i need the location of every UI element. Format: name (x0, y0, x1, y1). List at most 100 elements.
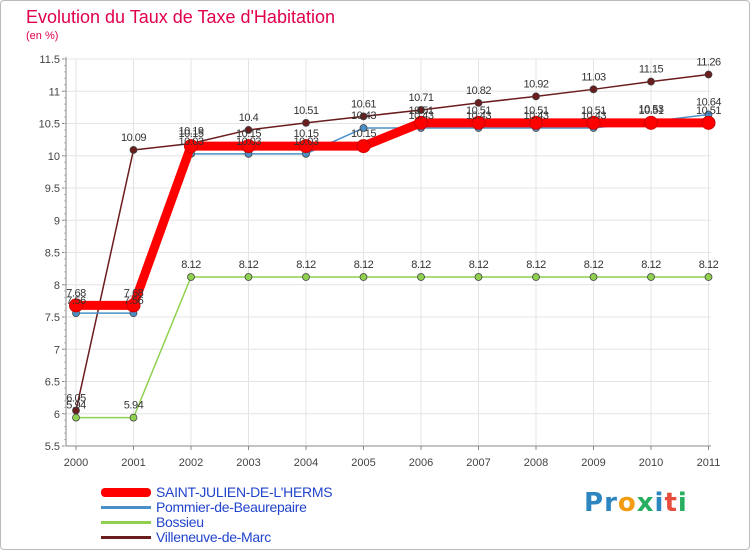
y-tick-label: 6.5 (45, 377, 60, 389)
x-tick-label: 2000 (64, 457, 88, 469)
x-tick-label: 2007 (466, 457, 490, 469)
data-label-villeneuve-de-marc: 11.03 (581, 71, 606, 83)
legend-label-saint-julien: SAINT-JULIEN-DE-L'HERMS (156, 484, 333, 500)
y-tick-label: 9.5 (45, 183, 60, 195)
point-bossieu (704, 273, 713, 281)
data-label-pommier-de-beaurepaire: 10.03 (236, 136, 261, 148)
point-villeneuve-de-marc (244, 126, 253, 134)
data-label-villeneuve-de-marc: 10.71 (408, 92, 433, 104)
data-label-saint-julien-de-l-herms: 10.51 (638, 105, 663, 117)
y-tick-label: 9 (54, 215, 60, 227)
point-bossieu (302, 273, 310, 281)
x-tick-label: 2004 (294, 457, 318, 469)
grid-layer (66, 58, 711, 447)
data-label-villeneuve-de-marc: 10.4 (239, 112, 259, 124)
data-label-pommier-de-beaurepaire: 10.43 (466, 110, 491, 122)
legend-swatch-pommier (101, 506, 151, 509)
proxiti-logo: Proxiti (584, 488, 688, 518)
logo-letter: i (654, 488, 665, 518)
point-saint-julien-de-l-herms (356, 139, 371, 154)
x-tick-label: 2010 (639, 457, 663, 469)
data-label-villeneuve-de-marc: 6.05 (66, 393, 86, 405)
data-label-bossieu: 5.94 (66, 400, 86, 412)
data-label-villeneuve-de-marc: 11.15 (639, 64, 664, 76)
data-label-pommier-de-beaurepaire: 7.56 (66, 295, 86, 307)
y-tick-label: 8 (54, 280, 60, 292)
data-label-bossieu: 8.12 (181, 259, 201, 271)
data-label-bossieu: 8.12 (296, 259, 316, 271)
data-label-saint-julien-de-l-herms: 10.15 (178, 128, 203, 140)
data-label-villeneuve-de-marc: 10.51 (293, 105, 318, 117)
data-label-pommier-de-beaurepaire: 10.43 (351, 110, 376, 122)
point-bossieu (589, 273, 598, 281)
point-villeneuve-de-marc (704, 70, 713, 79)
point-saint-julien-de-l-herms (69, 298, 83, 313)
y-tick-label: 11 (49, 86, 60, 98)
data-label-saint-julien-de-l-herms: 10.51 (523, 105, 548, 117)
point-bossieu (647, 273, 655, 281)
y-tick-label: 7.5 (45, 312, 60, 324)
point-bossieu (532, 273, 540, 281)
chart-unit-label: (en %) (26, 30, 59, 42)
series-layer (69, 70, 716, 422)
x-tick-label: 2005 (351, 457, 375, 469)
point-bossieu (417, 273, 425, 281)
point-bossieu (72, 413, 80, 422)
data-label-villeneuve-de-marc: 10.09 (121, 132, 146, 144)
data-label-bossieu: 8.12 (469, 259, 489, 271)
point-saint-julien-de-l-herms (184, 139, 198, 154)
y-tick-label: 6 (54, 409, 60, 421)
data-label-bossieu: 8.12 (641, 259, 661, 271)
y-tick-label: 5.5 (45, 441, 60, 453)
point-villeneuve-de-marc (129, 146, 138, 154)
y-tick-label: 10 (48, 151, 60, 163)
point-saint-julien-de-l-herms (644, 115, 658, 130)
point-bossieu (359, 273, 368, 281)
data-label-villeneuve-de-marc: 10.92 (523, 78, 548, 90)
point-saint-julien-de-l-herms (299, 139, 313, 154)
point-villeneuve-de-marc (302, 118, 310, 127)
y-tick-label: 8.5 (45, 248, 60, 260)
data-label-villeneuve-de-marc: 10.19 (178, 125, 203, 137)
y-tick-label: 11.5 (39, 54, 60, 66)
data-label-bossieu: 8.12 (526, 259, 546, 271)
data-label-pommier-de-beaurepaire: 10.53 (638, 104, 663, 116)
point-villeneuve-de-marc (589, 85, 598, 94)
data-label-pommier-de-beaurepaire: 10.43 (523, 110, 548, 122)
point-pommier-de-beaurepaire (359, 124, 368, 132)
data-label-pommier-de-beaurepaire: 10.64 (696, 96, 721, 108)
series-line-bossieu (75, 276, 710, 419)
data-label-pommier-de-beaurepaire: 10.03 (178, 136, 203, 148)
y-tick-label: 7 (54, 344, 60, 356)
data-label-saint-julien-de-l-herms: 10.51 (581, 105, 606, 117)
legend-label-villeneuve: Villeneuve-de-Marc (156, 529, 271, 545)
legend-label-pommier: Pommier-de-Beaurepaire (156, 499, 307, 515)
logo-letter: o (617, 488, 637, 518)
chart-title: Evolution du Taux de Taxe d'Habitation (26, 7, 335, 27)
data-label-bossieu: 8.12 (354, 259, 374, 271)
data-label-saint-julien-de-l-herms: 7.68 (66, 287, 86, 299)
data-label-pommier-de-beaurepaire: 7.56 (124, 295, 144, 307)
data-label-bossieu: 8.12 (699, 259, 719, 271)
series-line-villeneuve-de-marc (75, 73, 710, 412)
y-tick-label: 10.5 (39, 119, 60, 131)
data-label-saint-julien-de-l-herms: 10.15 (236, 128, 261, 140)
point-saint-julien-de-l-herms (701, 115, 716, 130)
legend-swatch-villeneuve (101, 536, 151, 539)
data-label-villeneuve-de-marc: 10.61 (351, 98, 376, 110)
data-label-pommier-de-beaurepaire: 10.03 (293, 136, 318, 148)
data-label-saint-julien-de-l-herms: 10.51 (408, 105, 433, 117)
x-tick-label: 2002 (179, 457, 203, 469)
data-label-bossieu: 8.12 (584, 259, 604, 271)
point-bossieu (129, 413, 138, 422)
data-label-villeneuve-de-marc: 11.26 (696, 56, 721, 68)
point-villeneuve-de-marc (417, 106, 425, 114)
logo-letter: r (604, 488, 618, 518)
logo-letter: i (677, 488, 688, 518)
x-tick-label: 2006 (409, 457, 433, 469)
data-label-layer: 6.05 10.09 10.19 10.4 10.51 10.61 10.71 10.82 10… (66, 56, 722, 412)
data-label-pommier-de-beaurepaire: 10.43 (408, 110, 433, 122)
point-bossieu (244, 273, 253, 281)
